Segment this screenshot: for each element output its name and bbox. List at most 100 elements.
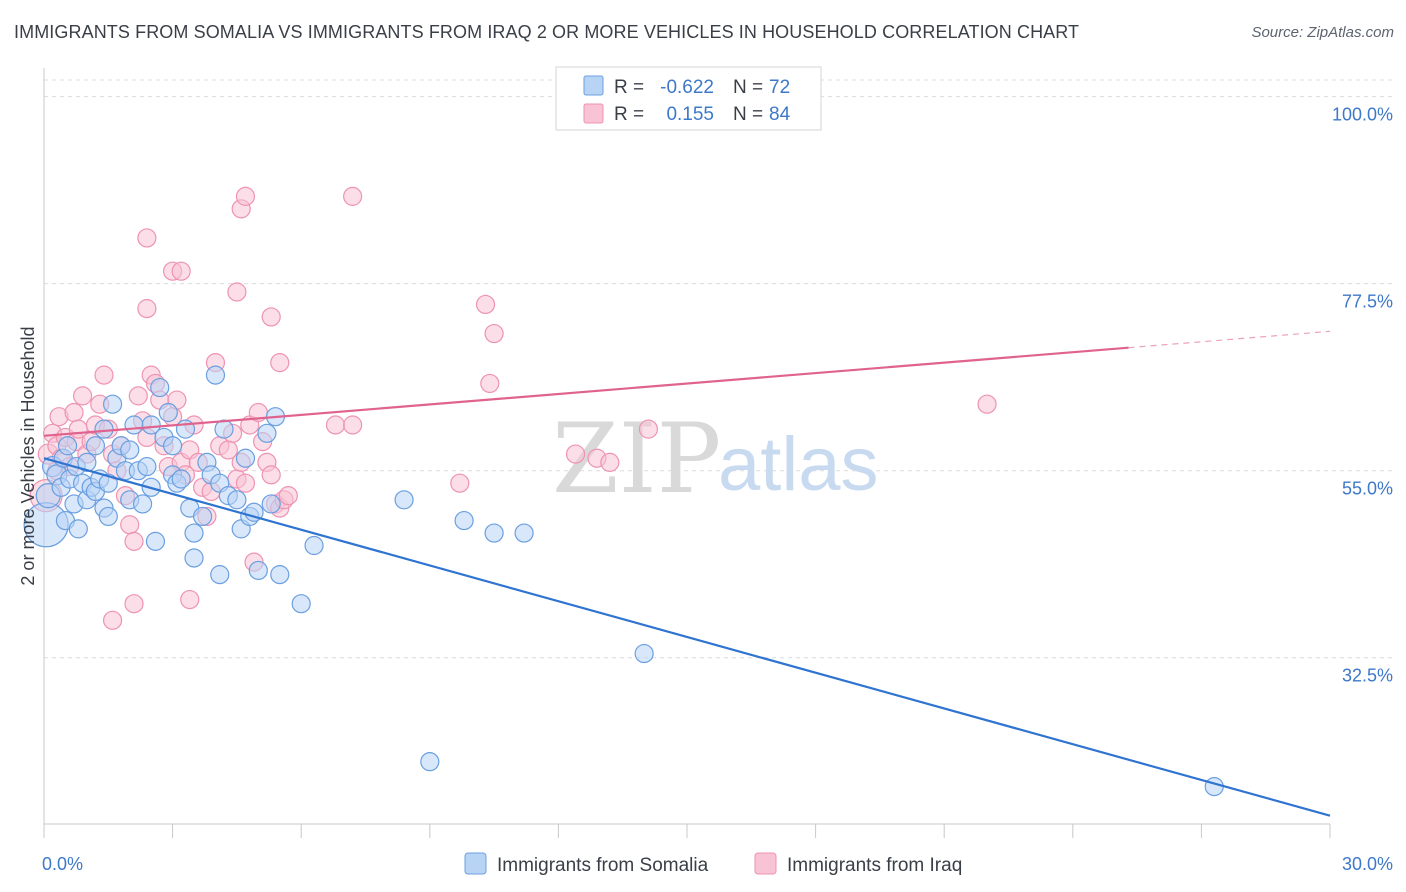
somalia-point <box>235 448 256 468</box>
iraq-point <box>94 365 114 385</box>
somalia-point <box>141 415 161 435</box>
chart-title: IMMIGRANTS FROM SOMALIA VS IMMIGRANTS FR… <box>14 22 1080 42</box>
legend-r-value-somalia: -0.622 <box>660 77 714 98</box>
series-legend: Immigrants from Somalia Immigrants from … <box>464 852 962 876</box>
y-axis-label: 2 or more Vehicles in Household <box>18 326 38 585</box>
iraq-point <box>638 419 659 439</box>
somalia-point <box>132 494 153 514</box>
iraq-point <box>325 415 346 435</box>
iraq-point <box>278 486 298 506</box>
trend-lines <box>43 330 1331 817</box>
somalia-point <box>102 394 123 414</box>
legend-n-value-somalia: 72 <box>769 77 790 98</box>
x-tick-label: 0.0% <box>42 854 83 874</box>
somalia-point <box>68 519 88 539</box>
iraq-point <box>600 452 620 472</box>
bottom-legend-label-somalia: Immigrants from Somalia <box>497 855 709 876</box>
iraq-trend-extension <box>1128 330 1331 349</box>
somalia-point <box>98 473 118 493</box>
iraq-point <box>235 473 256 493</box>
somalia-point <box>98 506 118 527</box>
iraq-trend-line <box>43 346 1129 437</box>
legend-r-label-iraq: R = <box>614 104 644 125</box>
somalia-point <box>1204 776 1224 797</box>
iraq-point <box>343 415 363 435</box>
somalia-point <box>514 523 534 543</box>
iraq-point <box>64 402 84 423</box>
somalia-trend-line <box>43 457 1331 817</box>
somalia-point <box>248 560 268 581</box>
iraq-point <box>102 610 123 630</box>
y-tick-label: 55.0% <box>1342 479 1393 499</box>
tick-labels: 100.0% 77.5% 55.0% 32.5% 0.0% 30.0% <box>42 105 1393 874</box>
iraq-point <box>227 282 247 302</box>
iraq-point <box>128 386 148 406</box>
somalia-point <box>193 506 213 527</box>
somalia-point <box>137 456 157 477</box>
y-tick-label: 77.5% <box>1342 292 1393 312</box>
x-tick-label: 30.0% <box>1342 854 1393 874</box>
somalia-point <box>120 440 140 460</box>
iraq-point <box>120 515 140 535</box>
iraq-point <box>235 186 256 206</box>
somalia-point <box>205 365 226 385</box>
somalia-point <box>454 510 474 531</box>
iraq-point <box>270 353 290 373</box>
legend-n-label-iraq: N = <box>733 104 763 125</box>
legend-swatch-somalia <box>583 75 604 96</box>
y-tick-label: 100.0% <box>1332 105 1393 125</box>
iraq-point <box>450 473 470 493</box>
iraq-point <box>180 589 200 610</box>
iraq-point <box>480 373 500 394</box>
iraq-point <box>137 228 157 248</box>
somalia-point <box>124 415 144 435</box>
bottom-legend-swatch-somalia <box>464 852 487 875</box>
iraq-point <box>261 465 281 485</box>
iraq-point <box>484 323 504 344</box>
somalia-point <box>227 490 247 510</box>
somalia-point <box>257 423 277 443</box>
iraq-point <box>72 386 93 406</box>
somalia-point <box>304 535 324 556</box>
somalia-point <box>261 494 281 514</box>
y-tick-label: 32.5% <box>1342 666 1393 686</box>
iraq-point <box>124 531 144 551</box>
source-credit: Source: ZipAtlas.com <box>1251 24 1394 41</box>
legend-r-label-somalia: R = <box>614 77 644 98</box>
somalia-point <box>484 523 504 543</box>
bottom-legend-swatch-iraq <box>754 852 777 875</box>
watermark-atlas: atlas <box>718 422 879 507</box>
legend-n-label-somalia: N = <box>733 77 763 98</box>
somalia-point <box>150 377 170 398</box>
bottom-legend-label-iraq: Immigrants from Iraq <box>787 855 962 876</box>
legend-r-value-iraq: 0.155 <box>666 104 714 125</box>
correlation-legend: R = -0.622 N = 72 R = 0.155 N = 84 <box>555 66 822 131</box>
somalia-point <box>85 436 106 456</box>
iraq-point <box>343 186 363 206</box>
somalia-point <box>184 523 204 543</box>
somalia-point <box>420 752 440 772</box>
somalia-point <box>94 419 114 439</box>
iraq-point <box>137 299 157 319</box>
legend-n-value-iraq: 84 <box>769 104 791 125</box>
somalia-point <box>163 436 183 456</box>
somalia-point <box>57 436 78 456</box>
iraq-point <box>977 394 997 414</box>
somalia-point <box>214 419 234 439</box>
iraq-point <box>171 261 191 281</box>
iraq-point <box>124 594 144 614</box>
iraq-point <box>565 444 586 464</box>
iraq-point <box>261 307 281 327</box>
somalia-point <box>145 531 166 551</box>
somalia-point <box>210 565 230 585</box>
somalia-point <box>291 594 311 614</box>
iraq-point <box>475 294 496 315</box>
somalia-point <box>171 469 191 489</box>
somalia-point <box>394 490 414 510</box>
watermark: ZIP atlas <box>552 403 879 515</box>
somalia-point <box>184 548 204 568</box>
somalia-point <box>270 565 290 585</box>
legend-swatch-iraq <box>583 103 604 124</box>
somalia-point <box>158 402 178 423</box>
